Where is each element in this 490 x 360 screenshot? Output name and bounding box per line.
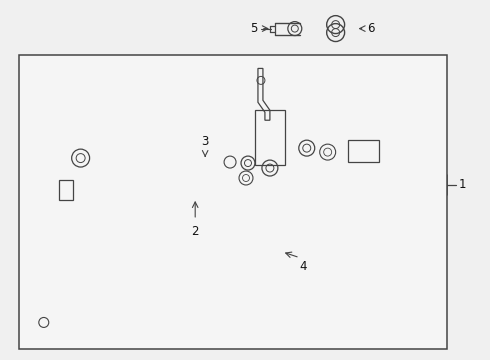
Text: 4: 4 (299, 260, 307, 273)
Text: 3: 3 (201, 135, 209, 148)
Bar (347, 140, 379, 162)
Text: 6: 6 (368, 22, 375, 35)
Bar (59, 180, 73, 200)
Bar (255, 110, 285, 165)
Text: 5: 5 (250, 22, 258, 35)
Text: 2: 2 (192, 225, 199, 238)
Bar (19, 55, 447, 349)
Text: 1: 1 (459, 179, 466, 192)
